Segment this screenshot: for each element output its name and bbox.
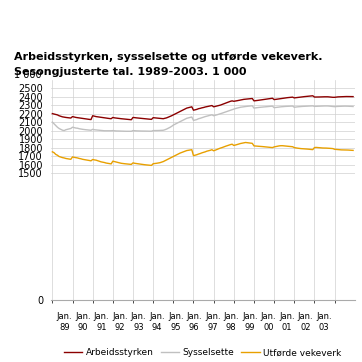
Text: Jan.: Jan. <box>131 312 147 321</box>
Text: Jan.: Jan. <box>168 312 184 321</box>
Text: 96: 96 <box>189 323 199 332</box>
Line: Utførde vekeverk: Utførde vekeverk <box>52 143 353 165</box>
Text: 1 000: 1 000 <box>14 70 42 80</box>
Arbeidsstyrken <box>112 116 117 120</box>
Sysselsette <box>112 129 117 133</box>
Sysselsette <box>321 104 325 108</box>
Utførde vekeverk <box>351 148 355 152</box>
Sysselsette <box>351 104 355 109</box>
Utførde vekeverk <box>50 150 55 154</box>
Text: 94: 94 <box>152 323 163 332</box>
Utførde vekeverk <box>55 153 60 157</box>
Text: 92: 92 <box>115 323 125 332</box>
Sysselsette <box>50 120 55 124</box>
Utførde vekeverk <box>112 159 117 164</box>
Sysselsette <box>166 126 171 130</box>
Text: 98: 98 <box>226 323 237 332</box>
Utførde vekeverk <box>85 158 90 162</box>
Text: 90: 90 <box>78 323 88 332</box>
Legend: Arbeidsstyrken, Sysselsette, Utførde vekeverk: Arbeidsstyrken, Sysselsette, Utførde vek… <box>60 345 345 361</box>
Text: Jan.: Jan. <box>150 312 165 321</box>
Sysselsette <box>344 104 349 108</box>
Arbeidsstyrken <box>55 113 60 117</box>
Utførde vekeverk <box>344 148 349 152</box>
Utførde vekeverk <box>243 140 248 145</box>
Text: 00: 00 <box>263 323 274 332</box>
Sysselsette <box>250 104 254 108</box>
Sysselsette <box>122 129 127 134</box>
Text: Jan.: Jan. <box>112 312 128 321</box>
Arbeidsstyrken <box>351 94 355 99</box>
Text: Jan.: Jan. <box>186 312 202 321</box>
Sysselsette <box>55 125 60 129</box>
Utførde vekeverk <box>149 163 153 168</box>
Text: Jan.: Jan. <box>242 312 258 321</box>
Text: 97: 97 <box>207 323 218 332</box>
Arbeidsstyrken <box>311 94 315 98</box>
Text: Sesongjusterte tal. 1989-2003. 1 000: Sesongjusterte tal. 1989-2003. 1 000 <box>14 67 247 77</box>
Text: 91: 91 <box>96 323 107 332</box>
Text: Jan.: Jan. <box>75 312 91 321</box>
Text: Jan.: Jan. <box>261 312 276 321</box>
Utførde vekeverk <box>321 146 325 150</box>
Text: 99: 99 <box>245 323 255 332</box>
Arbeidsstyrken <box>344 94 349 99</box>
Text: 89: 89 <box>59 323 70 332</box>
Text: 93: 93 <box>133 323 144 332</box>
Text: 01: 01 <box>282 323 292 332</box>
Text: Jan.: Jan. <box>205 312 220 321</box>
Text: Jan.: Jan. <box>298 312 313 321</box>
Text: Jan.: Jan. <box>94 312 109 321</box>
Arbeidsstyrken <box>50 111 55 116</box>
Sysselsette <box>85 128 90 132</box>
Arbeidsstyrken <box>129 118 134 122</box>
Text: Jan.: Jan. <box>279 312 295 321</box>
Text: Jan.: Jan. <box>223 312 239 321</box>
Text: Arbeidsstyrken, sysselsette og utførde vekeverk.: Arbeidsstyrken, sysselsette og utførde v… <box>14 52 323 62</box>
Arbeidsstyrken <box>166 115 171 119</box>
Text: Jan.: Jan. <box>57 312 72 321</box>
Arbeidsstyrken <box>85 117 90 121</box>
Utførde vekeverk <box>166 157 171 161</box>
Line: Arbeidsstyrken: Arbeidsstyrken <box>52 96 353 120</box>
Text: 02: 02 <box>300 323 311 332</box>
Text: 95: 95 <box>171 323 181 332</box>
Text: 03: 03 <box>319 323 329 332</box>
Line: Sysselsette: Sysselsette <box>52 106 353 131</box>
Arbeidsstyrken <box>321 95 325 99</box>
Text: Jan.: Jan. <box>316 312 332 321</box>
